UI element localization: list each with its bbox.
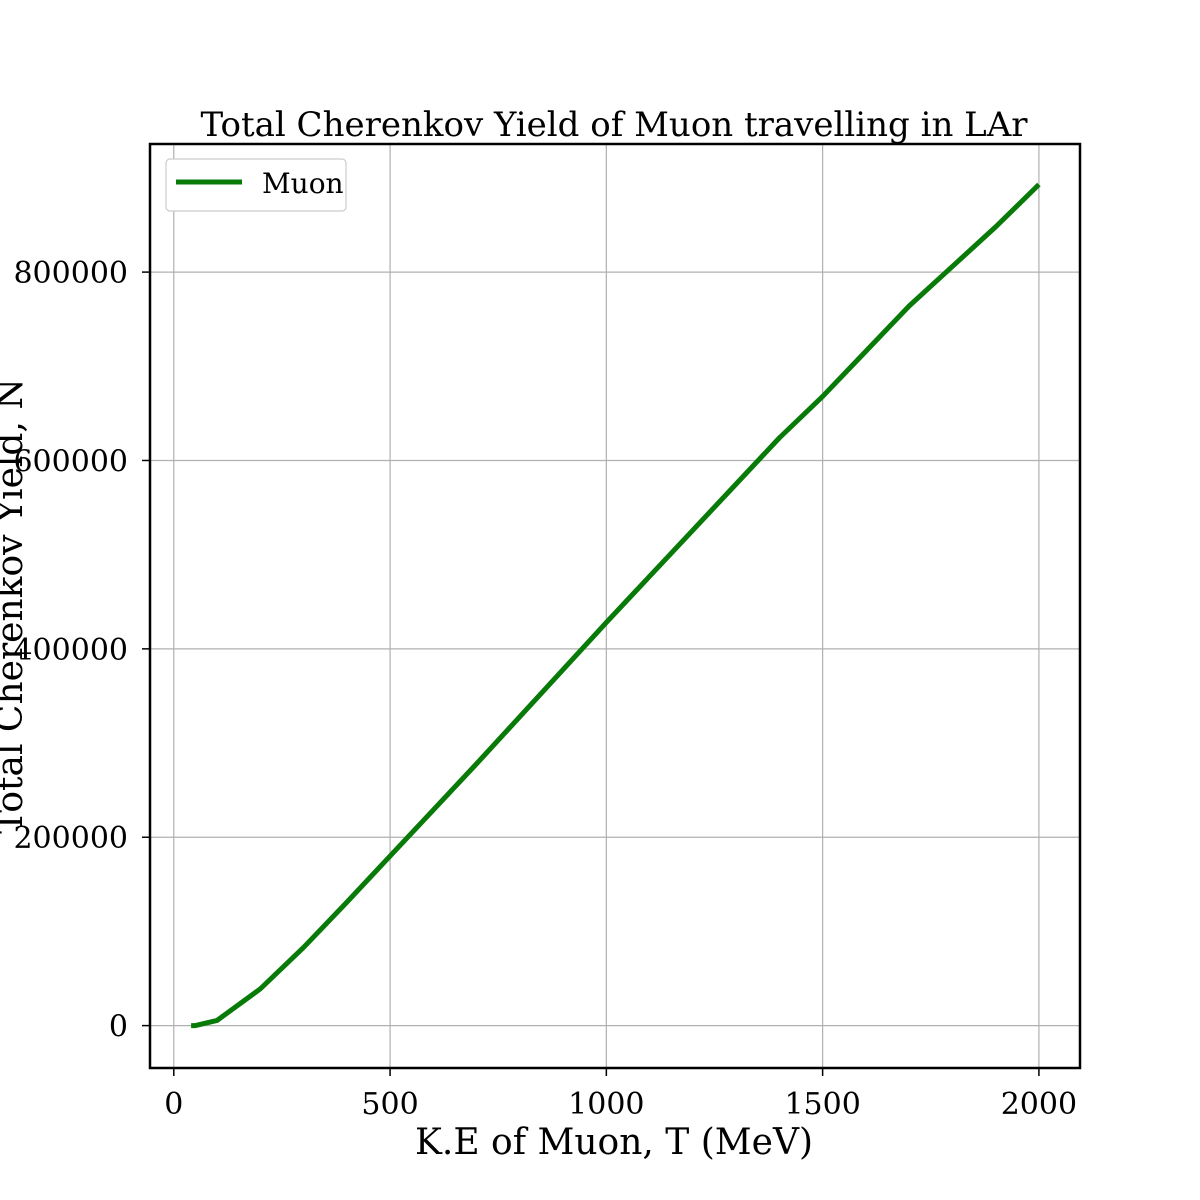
chart-title: Total Cherenkov Yield of Muon travelling… [200,105,1028,145]
y-tick-label: 0 [109,1010,128,1045]
grid [150,144,1080,1068]
x-axis-label: K.E of Muon, T (MeV) [415,1122,813,1163]
legend-label-muon: Muon [262,167,344,200]
y-tick-label: 600000 [13,444,128,479]
plot-frame [148,142,1082,1070]
x-tick-label: 1000 [568,1087,644,1122]
x-tick-label: 1500 [784,1087,860,1122]
x-tick-label: 0 [164,1087,183,1122]
legend: Muon [165,158,347,212]
x-tick-label: 500 [361,1087,418,1122]
series-layer [191,182,1041,1029]
legend-box [165,158,347,212]
y-tick-label: 400000 [13,633,128,668]
y-tick-label: 800000 [13,256,128,291]
y-tick-label: 200000 [13,821,128,856]
series-line-muon [191,182,1041,1029]
y-axis-label: Total Cherenkov Yield, N [0,378,31,834]
x-tick-label: 2000 [1001,1087,1077,1122]
ticks: 0 500 1000 1500 2000 0 200000 400000 600000 80000… [13,256,1077,1122]
